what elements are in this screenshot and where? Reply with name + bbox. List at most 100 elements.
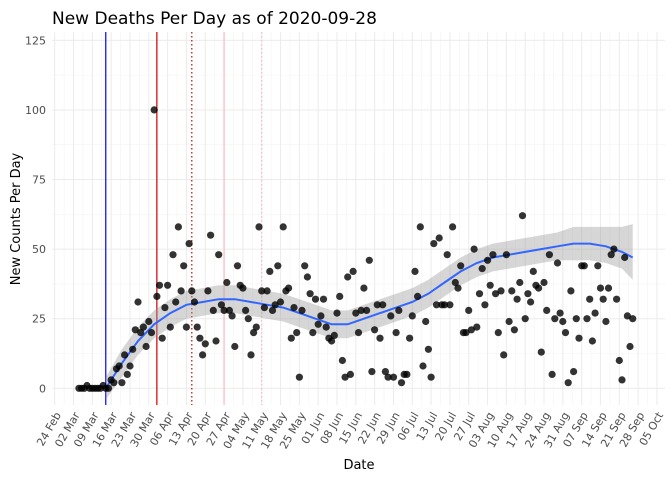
data-point bbox=[306, 290, 314, 298]
data-point bbox=[311, 295, 320, 303]
data-point bbox=[242, 306, 250, 314]
data-point bbox=[129, 345, 137, 353]
data-point bbox=[567, 287, 575, 295]
data-point bbox=[621, 253, 629, 262]
data-point bbox=[217, 301, 225, 309]
data-point bbox=[263, 287, 271, 295]
data-point bbox=[427, 373, 435, 381]
data-point bbox=[446, 301, 454, 309]
data-point bbox=[338, 356, 346, 365]
data-point bbox=[344, 273, 352, 281]
data-point bbox=[465, 306, 473, 314]
data-point bbox=[500, 351, 508, 359]
data-point bbox=[196, 334, 204, 342]
data-point bbox=[215, 251, 223, 259]
data-point bbox=[258, 287, 266, 295]
data-point bbox=[475, 290, 484, 298]
data-point bbox=[602, 317, 610, 326]
data-point bbox=[440, 301, 449, 309]
data-point bbox=[371, 326, 379, 334]
data-point bbox=[330, 331, 338, 339]
data-point bbox=[153, 292, 161, 300]
data-point bbox=[570, 368, 578, 376]
data-point bbox=[352, 309, 360, 317]
data-point bbox=[104, 384, 113, 392]
data-point bbox=[118, 379, 126, 387]
y-tick-label: 75 bbox=[32, 174, 46, 187]
data-point bbox=[615, 356, 623, 365]
data-point bbox=[209, 306, 217, 314]
data-point bbox=[201, 340, 209, 348]
data-point bbox=[360, 284, 368, 292]
data-point bbox=[169, 251, 177, 259]
data-point bbox=[591, 309, 599, 317]
data-point bbox=[142, 342, 150, 351]
data-point bbox=[177, 287, 185, 295]
data-point bbox=[492, 290, 500, 298]
data-point bbox=[158, 334, 166, 342]
data-point bbox=[252, 323, 260, 331]
data-point bbox=[607, 251, 615, 259]
data-point bbox=[228, 312, 236, 320]
data-point bbox=[494, 329, 502, 337]
data-point bbox=[250, 329, 258, 337]
data-point bbox=[134, 298, 142, 306]
data-point bbox=[247, 351, 255, 359]
data-point bbox=[470, 245, 478, 253]
data-point bbox=[239, 284, 247, 292]
data-point bbox=[478, 265, 486, 273]
data-point bbox=[244, 315, 252, 323]
data-point bbox=[188, 287, 196, 295]
data-point bbox=[139, 323, 147, 331]
data-point bbox=[271, 301, 279, 309]
data-point bbox=[268, 306, 277, 314]
data-point bbox=[290, 304, 298, 312]
data-point bbox=[451, 278, 459, 287]
data-point bbox=[435, 234, 443, 242]
y-tick-label: 100 bbox=[25, 104, 46, 117]
data-point bbox=[575, 334, 583, 342]
data-point bbox=[126, 362, 134, 370]
y-axis-title: New Counts Per Day bbox=[9, 152, 24, 285]
data-point bbox=[298, 306, 306, 314]
data-point bbox=[131, 326, 139, 334]
data-point bbox=[559, 317, 567, 326]
data-point bbox=[594, 262, 602, 270]
data-point bbox=[392, 329, 400, 337]
data-point bbox=[190, 298, 199, 306]
data-point bbox=[604, 284, 613, 292]
data-point bbox=[389, 373, 398, 381]
data-point bbox=[255, 223, 263, 231]
data-point bbox=[387, 312, 395, 320]
data-point bbox=[395, 306, 403, 314]
data-point bbox=[285, 284, 293, 292]
data-points bbox=[75, 106, 637, 392]
data-point bbox=[513, 295, 521, 303]
data-point bbox=[145, 317, 153, 326]
data-point bbox=[193, 323, 201, 331]
data-point bbox=[121, 351, 129, 359]
data-point bbox=[147, 329, 156, 337]
data-point bbox=[185, 240, 193, 248]
data-point bbox=[231, 342, 239, 351]
data-point bbox=[553, 259, 562, 267]
data-point bbox=[287, 334, 295, 342]
data-point bbox=[223, 278, 231, 287]
data-point bbox=[610, 245, 618, 253]
data-point bbox=[626, 342, 634, 351]
data-point bbox=[357, 306, 365, 314]
data-point bbox=[623, 312, 632, 320]
data-point bbox=[516, 278, 524, 287]
data-point bbox=[207, 231, 215, 239]
data-point bbox=[166, 323, 174, 331]
data-point bbox=[497, 287, 505, 295]
data-point bbox=[174, 223, 182, 231]
data-point bbox=[599, 295, 607, 303]
data-point bbox=[365, 256, 373, 264]
data-point bbox=[322, 323, 330, 331]
data-point bbox=[341, 373, 349, 381]
y-tick-label: 125 bbox=[25, 34, 46, 47]
data-point bbox=[556, 309, 564, 317]
